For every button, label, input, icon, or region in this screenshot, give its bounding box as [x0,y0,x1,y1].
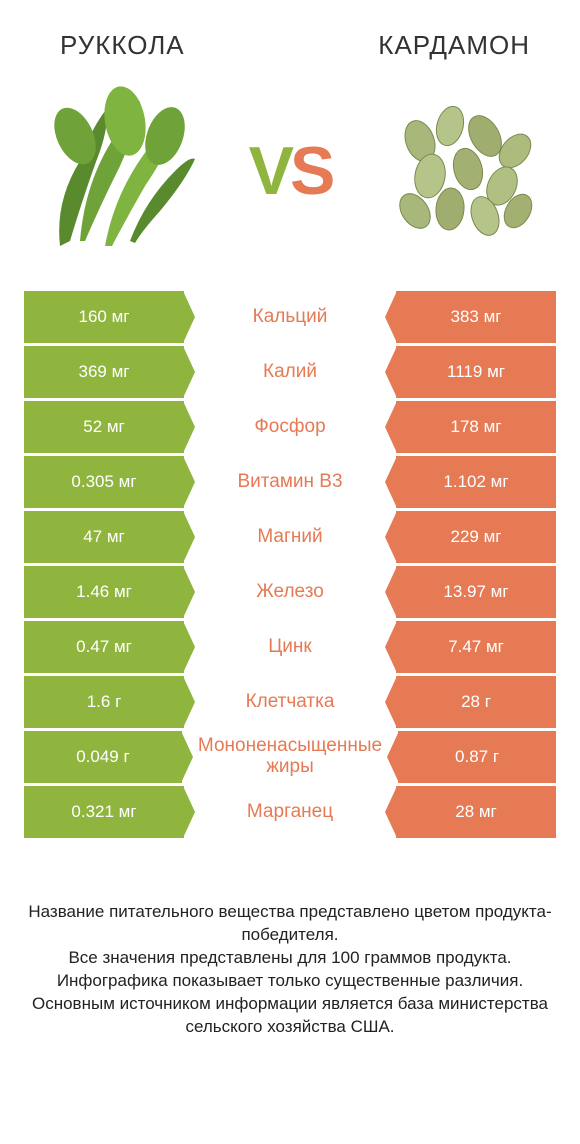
table-row: 52 мгФосфор178 мг [24,401,556,453]
table-row: 160 мгКальций383 мг [24,291,556,343]
image-row: VS [0,71,580,291]
right-product-image [375,81,550,261]
right-value-cell: 178 мг [396,401,556,453]
table-row: 1.6 гКлетчатка28 г [24,676,556,728]
right-value-cell: 28 г [396,676,556,728]
nutrient-label: Калий [186,346,394,398]
footer-line: Основным источником информации является … [20,993,560,1039]
nutrient-label: Витамин B3 [186,456,394,508]
left-product-image [30,81,205,261]
left-value-cell: 160 мг [24,291,184,343]
left-product-title: Руккола [60,30,185,61]
table-row: 0.47 мгЦинк7.47 мг [24,621,556,673]
header: Руккола Кардамон [0,0,580,71]
table-row: 0.305 мгВитамин B31.102 мг [24,456,556,508]
nutrient-label: Железо [186,566,394,618]
nutrient-label: Мононенасыщенные жиры [184,731,396,783]
right-value-cell: 383 мг [396,291,556,343]
footer-notes: Название питательного вещества представл… [0,841,580,1039]
left-value-cell: 47 мг [24,511,184,563]
nutrient-label: Фосфор [186,401,394,453]
right-value-cell: 13.97 мг [396,566,556,618]
cardamom-icon [380,91,545,251]
table-row: 0.321 мгМарганец28 мг [24,786,556,838]
right-value-cell: 1119 мг [396,346,556,398]
footer-line: Инфографика показывает только существенн… [20,970,560,993]
left-value-cell: 369 мг [24,346,184,398]
footer-line: Название питательного вещества представл… [20,901,560,947]
table-row: 0.049 гМононенасыщенные жиры0.87 г [24,731,556,783]
comparison-table: 160 мгКальций383 мг369 мгКалий1119 мг52 … [0,291,580,838]
nutrient-label: Магний [186,511,394,563]
left-value-cell: 1.6 г [24,676,184,728]
right-value-cell: 1.102 мг [396,456,556,508]
left-value-cell: 0.305 мг [24,456,184,508]
nutrient-label: Марганец [186,786,394,838]
left-value-cell: 1.46 мг [24,566,184,618]
left-value-cell: 0.321 мг [24,786,184,838]
right-value-cell: 28 мг [396,786,556,838]
vs-label: VS [249,132,332,210]
right-value-cell: 0.87 г [398,731,556,783]
left-value-cell: 0.47 мг [24,621,184,673]
arugula-icon [30,81,205,261]
table-row: 47 мгМагний229 мг [24,511,556,563]
nutrient-label: Кальций [186,291,394,343]
right-value-cell: 229 мг [396,511,556,563]
right-value-cell: 7.47 мг [396,621,556,673]
left-value-cell: 52 мг [24,401,184,453]
table-row: 369 мгКалий1119 мг [24,346,556,398]
left-value-cell: 0.049 г [24,731,182,783]
footer-line: Все значения представлены для 100 граммо… [20,947,560,970]
table-row: 1.46 мгЖелезо13.97 мг [24,566,556,618]
nutrient-label: Клетчатка [186,676,394,728]
vs-s: S [290,133,331,209]
vs-v: V [249,133,290,209]
nutrient-label: Цинк [186,621,394,673]
infographic-container: Руккола Кардамон VS [0,0,580,1144]
right-product-title: Кардамон [378,30,530,61]
